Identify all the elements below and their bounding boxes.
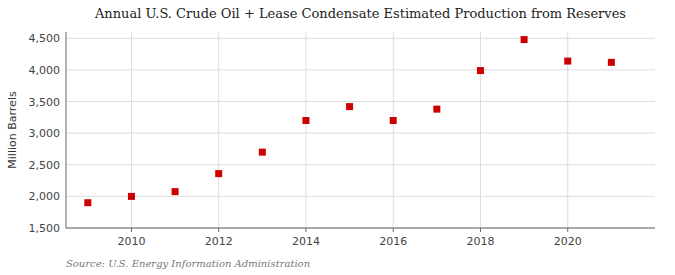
y-tick-label: 2,000 [29, 190, 61, 203]
point [433, 106, 440, 113]
y-grid-line [66, 196, 655, 197]
y-grid-line [66, 228, 655, 229]
point [608, 59, 615, 66]
y-tick-label: 1,500 [29, 222, 61, 235]
x-grid-line [305, 32, 306, 228]
y-tick-label: 4,500 [29, 32, 61, 45]
x-tick-label: 2014 [292, 235, 320, 248]
points [84, 36, 615, 206]
x-tick [218, 228, 219, 232]
x-tick [393, 228, 394, 232]
x-tick [305, 228, 306, 232]
y-grid-line [66, 133, 655, 134]
y-axis-line [66, 32, 67, 228]
y-axis-label: Million Barrels [6, 91, 19, 169]
point [215, 170, 222, 177]
grid [66, 32, 655, 228]
x-tick-label: 2012 [205, 235, 233, 248]
y-tick-label: 3,500 [29, 96, 61, 109]
point [302, 117, 309, 124]
y-grid-line [66, 164, 655, 165]
point [84, 199, 91, 206]
y-grid-line [66, 69, 655, 70]
point [172, 188, 179, 195]
x-tick-label: 2020 [554, 235, 582, 248]
x-tick-label: 2016 [379, 235, 407, 248]
point [128, 193, 135, 200]
x-grid-line [218, 32, 219, 228]
point [346, 103, 353, 110]
point [390, 117, 397, 124]
x-grid-line [393, 32, 394, 228]
x-axis-line [66, 228, 655, 229]
y-tick-label: 3,000 [29, 127, 61, 140]
y-grid-line [66, 101, 655, 102]
x-tick-label: 2018 [466, 235, 494, 248]
x-tick [131, 228, 132, 232]
y-grid-line [66, 38, 655, 39]
title: Annual U.S. Crude Oil + Lease Condensate… [94, 6, 626, 21]
x-tick [567, 228, 568, 232]
x-tick [480, 228, 481, 232]
y-tick-label: 2,500 [29, 159, 61, 172]
y-tick-label: 4,000 [29, 64, 61, 77]
point [521, 36, 528, 43]
point [477, 67, 484, 74]
point [259, 149, 266, 156]
x-tick-label: 2010 [117, 235, 145, 248]
point [564, 58, 571, 65]
chart: Annual U.S. Crude Oil + Lease Condensate… [0, 0, 675, 275]
source-note: Source: U.S. Energy Information Administ… [66, 258, 310, 269]
x-grid-line [480, 32, 481, 228]
